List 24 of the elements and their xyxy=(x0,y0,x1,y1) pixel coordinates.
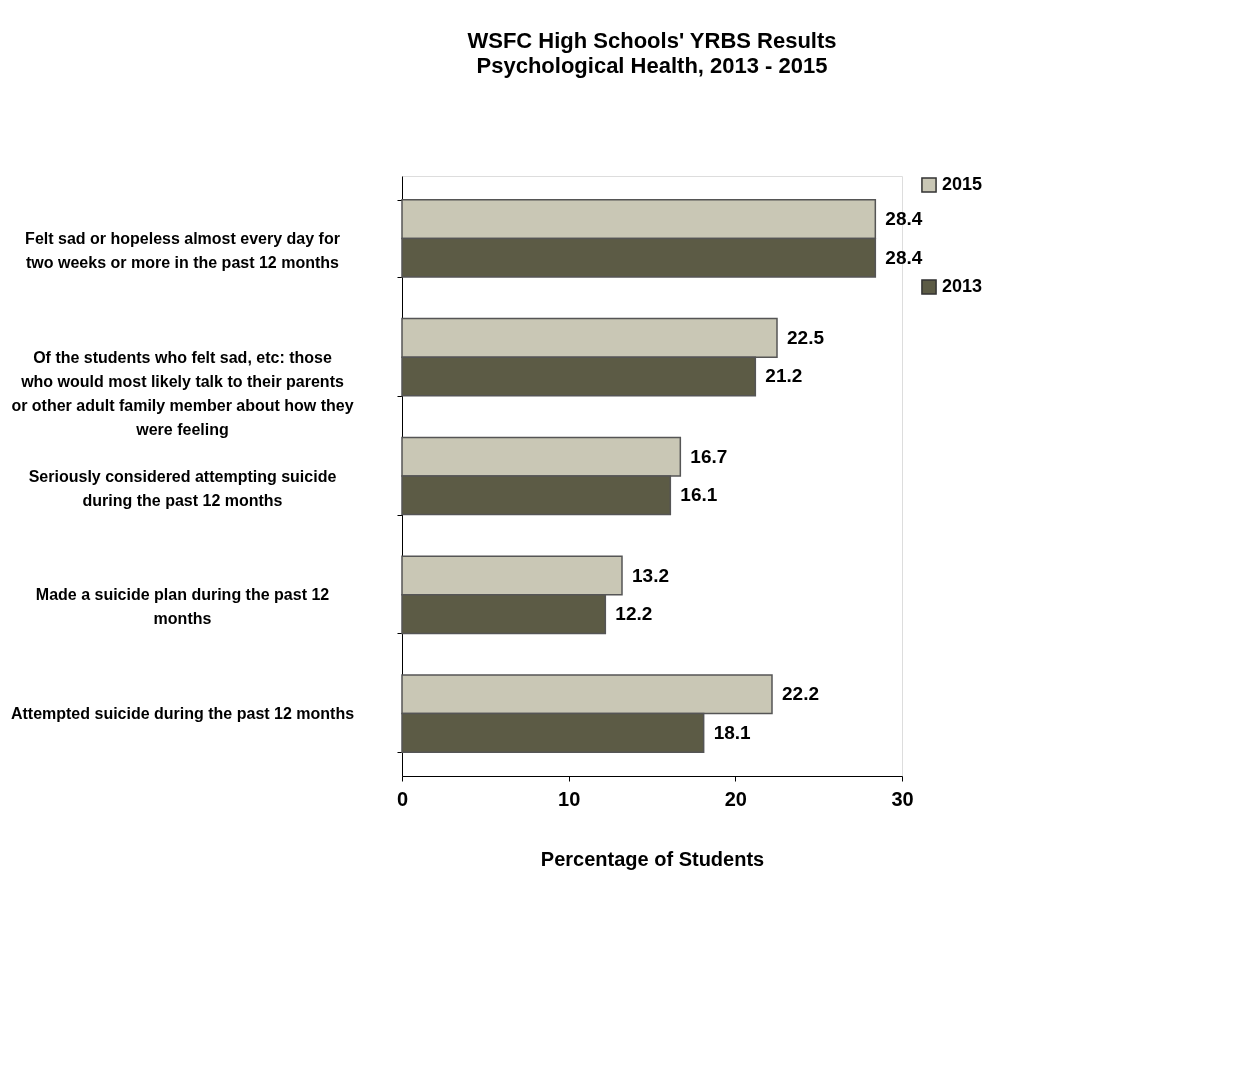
x-tick-label: 10 xyxy=(558,787,581,810)
data-label: 28.4 xyxy=(885,246,923,268)
chart-subtitle: Psychological Health, 2013 - 2015 xyxy=(476,53,828,78)
y-tick-label: Made a suicide plan during the past 12 months xyxy=(35,586,330,628)
y-tick-label: Attempted suicide during the past 12 months xyxy=(10,705,355,723)
data-label: 22.5 xyxy=(787,326,825,348)
data-label: 28.4 xyxy=(885,208,923,230)
chart-title: WSFC High Schools' YRBS Results xyxy=(467,28,837,53)
data-label: 22.2 xyxy=(782,683,819,705)
y-tick-label: Felt sad or hopeless almost every day for two weeks or more in the past 12 months xyxy=(25,229,340,271)
legend-label: 2013 xyxy=(942,276,983,296)
legend-label: 2015 xyxy=(942,174,983,194)
y-tick-label: Of the students who felt sad, etc: those who would most likely talk to their parents or other adult family member about how they were feeling xyxy=(11,348,354,438)
x-tick-label: 30 xyxy=(891,787,914,810)
y-tick-label: Seriously considered attempting suicide during the past 12 months xyxy=(28,467,337,509)
x-axis-title: Percentage of Students xyxy=(540,847,765,870)
data-label: 21.2 xyxy=(765,365,803,387)
x-tick-label: 0 xyxy=(396,787,409,810)
data-label: 18.1 xyxy=(713,721,752,743)
data-label: 16.7 xyxy=(690,445,728,467)
data-label: 12.2 xyxy=(615,603,653,625)
x-tick-label: 20 xyxy=(724,787,747,810)
data-label: 13.2 xyxy=(632,564,669,586)
data-label: 16.1 xyxy=(680,484,718,506)
